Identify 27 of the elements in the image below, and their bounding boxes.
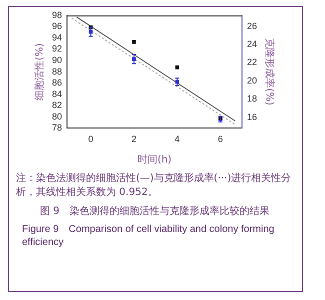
- x-axis-title: 时间(h): [137, 154, 172, 166]
- y-tick-label: 90: [52, 55, 62, 66]
- y-tick-label: 82: [52, 100, 62, 110]
- y2-axis-title: 克隆形成率(%): [263, 38, 276, 106]
- y2-tick-label: 18: [246, 94, 258, 104]
- y-tick-label: 92: [52, 44, 62, 54]
- y2-tick-label: 22: [246, 57, 258, 68]
- x-tick-label: 0: [88, 134, 94, 144]
- y-tick-label: 78: [52, 122, 62, 133]
- caption: Figure 9 Comparison of cell viability and colony forming efficiency: [22, 223, 276, 249]
- y2-tick-label: 24: [246, 38, 258, 49]
- y-tick-label: 94: [52, 32, 62, 42]
- y-tick-label: 86: [52, 78, 62, 88]
- y2-tick-label: 16: [246, 112, 258, 122]
- x-tick-label: 4: [174, 134, 180, 144]
- y-tick-label: 84: [52, 88, 62, 99]
- caption: 图 9 染色测得的细胞活性与克隆形成率比较的结果: [40, 205, 271, 218]
- y2-tick-label: 20: [246, 75, 258, 86]
- y-tick-label: 80: [52, 111, 62, 122]
- x-tick-label: 6: [218, 134, 223, 144]
- y-axis-title: 细胞活性(%): [34, 43, 46, 100]
- y-tick-label: 88: [52, 66, 62, 76]
- x-tick-label: 2: [131, 134, 136, 144]
- text: 注：染色法测得的细胞活性(—)与克隆形成率(···)进行相关性分析，其线性相关系数为 0.952。: [16, 172, 292, 200]
- y-tick-label: 96: [52, 21, 62, 32]
- y-tick-label: 98: [52, 10, 62, 20]
- y2-tick-label: 26: [246, 20, 258, 31]
